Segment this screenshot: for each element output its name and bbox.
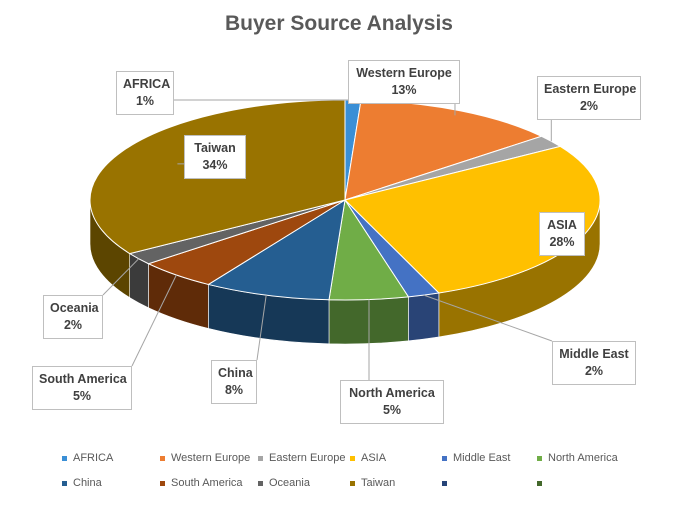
data-label-name: ASIA xyxy=(547,218,577,232)
data-label-western-europe: Western Europe 13% xyxy=(348,60,460,104)
legend-item: Eastern Europe xyxy=(258,452,345,464)
legend-item: Middle East xyxy=(442,452,510,464)
legend-item xyxy=(537,477,548,489)
legend-item: North America xyxy=(537,452,618,464)
legend-swatch xyxy=(62,455,67,461)
legend-label: AFRICA xyxy=(73,452,114,464)
legend-swatch xyxy=(442,455,447,461)
data-label-value: 8% xyxy=(224,383,244,397)
legend-swatch xyxy=(350,480,355,486)
legend-label: Oceania xyxy=(269,477,310,489)
data-label-eastern-europe: Eastern Europe 2% xyxy=(537,76,641,120)
data-label-middle-east: Middle East 2% xyxy=(552,341,636,385)
legend-swatch xyxy=(442,480,447,486)
data-label-value: 28% xyxy=(549,235,575,249)
data-label-asia: ASIA 28% xyxy=(539,212,585,256)
legend-item: Oceania xyxy=(258,477,310,489)
legend-item: Western Europe xyxy=(160,452,250,464)
label-leader-lines xyxy=(102,99,553,380)
data-label-oceania: Oceania 2% xyxy=(43,295,103,339)
data-label-value: 5% xyxy=(72,389,92,403)
legend-swatch xyxy=(350,455,355,461)
leader-line-middle-east xyxy=(423,294,553,342)
legend-item: China xyxy=(62,477,102,489)
legend-item: ASIA xyxy=(350,452,386,464)
leader-line-oceania xyxy=(102,258,140,296)
data-label-name: Taiwan xyxy=(194,141,236,155)
data-label-name: Eastern Europe xyxy=(544,82,637,96)
data-label-value: 2% xyxy=(63,318,83,332)
data-label-name: Oceania xyxy=(50,301,99,315)
leader-line-china xyxy=(256,295,267,361)
legend-item xyxy=(442,477,453,489)
data-label-value: 2% xyxy=(584,364,604,378)
data-label-name: Middle East xyxy=(559,347,629,361)
legend-swatch xyxy=(258,455,263,461)
data-label-north-america: North America 5% xyxy=(340,380,444,424)
legend-swatch xyxy=(537,455,542,461)
data-label-name: Western Europe xyxy=(356,66,452,80)
data-label-value: 1% xyxy=(135,94,155,108)
data-label-taiwan: Taiwan 34% xyxy=(184,135,246,179)
data-label-africa: AFRICA 1% xyxy=(116,71,174,115)
data-label-name: North America xyxy=(349,386,435,400)
legend-swatch xyxy=(258,480,263,486)
data-label-value: 13% xyxy=(391,83,417,97)
pie-top-faces xyxy=(89,99,601,301)
legend-item: South America xyxy=(160,477,243,489)
legend-item: Taiwan xyxy=(350,477,395,489)
legend-swatch xyxy=(62,480,67,486)
legend-label: Western Europe xyxy=(171,452,251,464)
data-label-name: South America xyxy=(39,372,127,386)
legend-label: ASIA xyxy=(361,452,387,464)
legend-label: Eastern Europe xyxy=(269,452,346,464)
data-label-value: 5% xyxy=(382,403,402,417)
leader-line-south-america xyxy=(131,274,177,367)
legend-label: North America xyxy=(548,452,618,464)
legend-label: Middle East xyxy=(453,452,511,464)
data-label-south-america: South America 5% xyxy=(32,366,132,410)
data-label-china: China 8% xyxy=(211,360,257,404)
legend-swatch xyxy=(160,480,165,486)
legend-label: Taiwan xyxy=(361,477,396,489)
pie-side-middle-east xyxy=(408,292,440,342)
legend-item: AFRICA xyxy=(62,452,113,464)
data-label-name: China xyxy=(218,366,253,380)
legend-swatch xyxy=(537,480,542,486)
pie-slice-asia xyxy=(344,145,601,294)
legend-label: China xyxy=(73,477,102,489)
data-label-value: 34% xyxy=(202,158,228,172)
data-label-name: AFRICA xyxy=(123,77,171,91)
legend-swatch xyxy=(160,455,165,461)
data-label-value: 2% xyxy=(579,99,599,113)
chart-title: Buyer Source Analysis xyxy=(225,12,453,35)
legend-label: South America xyxy=(171,477,243,489)
